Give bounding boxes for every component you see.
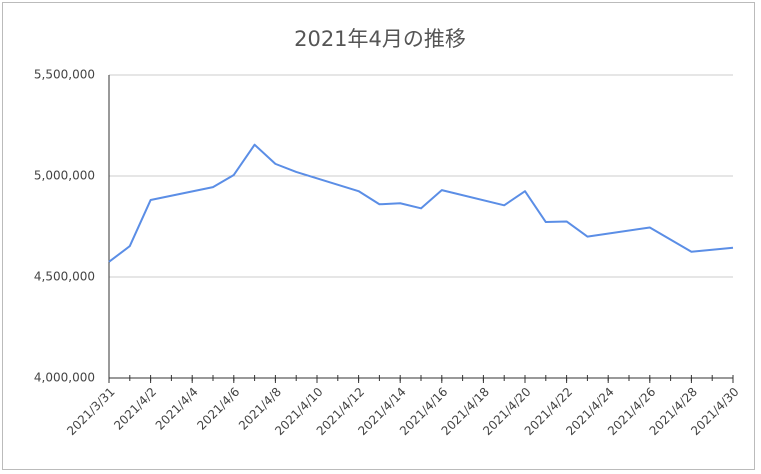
chart-title: 2021年4月の推移: [294, 27, 466, 51]
y-tick-label: 5,000,000: [34, 169, 95, 183]
data-line: [108, 143, 734, 263]
y-tick-label: 4,500,000: [34, 270, 95, 284]
y-tick-label: 4,000,000: [34, 371, 95, 385]
chart-frame: [2, 2, 755, 470]
y-tick-label: 5,500,000: [34, 68, 95, 82]
